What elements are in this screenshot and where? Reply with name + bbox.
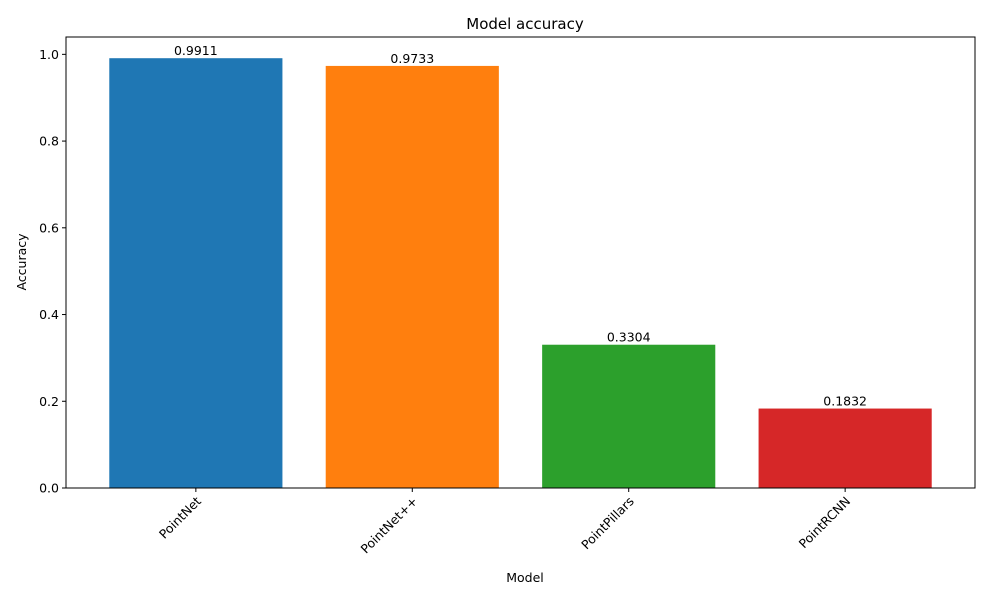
x-tick-label: PointNet++ bbox=[358, 494, 421, 557]
data-label: 0.1832 bbox=[823, 394, 867, 409]
bar-pointpillars bbox=[542, 344, 716, 488]
data-label: 0.9733 bbox=[390, 51, 434, 66]
bar-pointnet- bbox=[325, 65, 499, 488]
plot-frame bbox=[65, 36, 976, 489]
y-tick-label: 0.8 bbox=[39, 134, 59, 149]
x-tick-label: PointPillars bbox=[578, 494, 637, 553]
x-axis-title: Model bbox=[506, 570, 544, 585]
data-labels-layer: 0.9911 0.9733 0.3304 0.1832 bbox=[174, 43, 867, 408]
y-tick-label: 1.0 bbox=[39, 47, 59, 62]
bars-layer bbox=[109, 58, 932, 488]
y-tick-label: 0.0 bbox=[39, 481, 59, 496]
x-axis: PointNet PointNet++ PointPillars PointRCNN bbox=[156, 488, 853, 556]
y-tick-label: 0.6 bbox=[39, 220, 59, 235]
x-tick-label: PointNet bbox=[156, 493, 204, 541]
y-tick-label: 0.4 bbox=[39, 307, 59, 322]
y-tick-label: 0.2 bbox=[39, 394, 59, 409]
bar-pointnet bbox=[109, 58, 283, 488]
y-axis: 0.0 0.2 0.4 0.6 0.8 1.0 bbox=[39, 47, 66, 496]
bar-pointrcnn bbox=[758, 408, 932, 488]
data-label: 0.3304 bbox=[607, 330, 651, 345]
data-label: 0.9911 bbox=[174, 43, 218, 58]
y-axis-title: Accuracy bbox=[14, 233, 29, 291]
chart-title: Model accuracy bbox=[466, 15, 584, 33]
x-tick-label: PointRCNN bbox=[796, 494, 854, 552]
